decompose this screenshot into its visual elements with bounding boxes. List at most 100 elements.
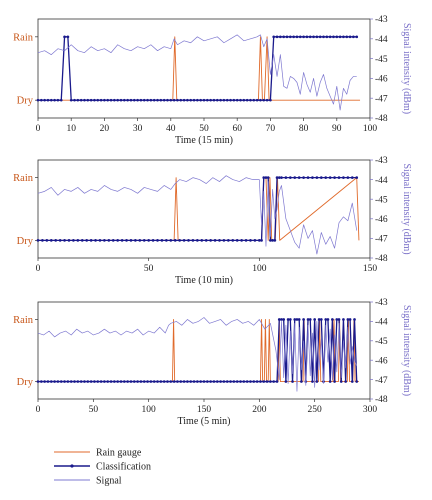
classification-point	[156, 98, 159, 102]
classification-point	[222, 380, 226, 383]
y-right-tick-label-3: -48	[375, 395, 388, 405]
x-tick-label-1: 30	[133, 124, 143, 134]
classification-point	[109, 98, 113, 102]
classification-point	[229, 98, 232, 102]
classification-point	[156, 239, 159, 242]
classification-point	[346, 176, 350, 179]
classification-point	[275, 380, 279, 383]
classification-point	[298, 35, 302, 39]
x-tick-label-1: 60	[232, 124, 242, 134]
x-tick-label-2: 150	[363, 264, 378, 274]
y-right-tick-label-2: -46	[375, 215, 388, 225]
classification-point	[176, 380, 179, 383]
classification-point	[245, 98, 249, 102]
x-tick-label-1: 90	[332, 124, 342, 134]
classification-point	[169, 239, 173, 242]
x-tick-label-3: 150	[197, 405, 212, 415]
y-right-tick-label-1: -47	[375, 94, 388, 104]
classification-point	[342, 318, 345, 321]
x-tick-label-1: 0	[36, 124, 41, 134]
classification-point	[295, 318, 299, 321]
classification-point	[96, 98, 100, 102]
classification-point	[45, 239, 49, 242]
classification-point	[69, 380, 73, 383]
classification-point	[172, 98, 176, 102]
y-right-tick-label-2: -44	[375, 176, 388, 186]
classification-point	[56, 380, 60, 383]
classification-point	[332, 35, 335, 39]
classification-point	[132, 98, 136, 102]
classification-point	[326, 318, 330, 321]
x-tick-label-3: 100	[142, 405, 157, 415]
classification-point	[79, 98, 83, 102]
classification-point	[142, 380, 146, 383]
classification-point	[266, 176, 270, 179]
classification-point	[262, 98, 266, 102]
classification-point	[66, 380, 70, 383]
classification-point	[219, 98, 222, 102]
classification-point	[43, 98, 46, 102]
classification-point	[113, 98, 116, 102]
classification-point	[36, 239, 40, 242]
classification-point	[39, 380, 43, 383]
classification-point	[355, 380, 359, 383]
classification-point	[205, 98, 209, 102]
classification-point	[315, 176, 319, 179]
y-right-tick-label-3: -45	[375, 337, 388, 347]
series-classification-line-2	[38, 176, 357, 242]
legend-label-signal: Signal	[96, 476, 122, 487]
classification-point	[282, 318, 286, 321]
classification-point	[353, 318, 356, 321]
classification-point	[319, 318, 323, 321]
x-tick-label-1: 20	[100, 124, 110, 134]
classification-point	[215, 98, 219, 102]
classification-point	[269, 380, 272, 383]
classification-point	[218, 239, 221, 242]
y-left-tick-label-3: Rain	[13, 315, 34, 326]
classification-point	[219, 380, 222, 383]
classification-point	[293, 176, 297, 179]
classification-point	[162, 98, 166, 102]
classification-point	[328, 35, 332, 39]
classification-point	[119, 98, 123, 102]
classification-point	[355, 176, 359, 179]
classification-point	[59, 380, 63, 383]
classification-point	[318, 35, 322, 39]
classification-point	[202, 380, 206, 383]
classification-point	[93, 98, 96, 102]
classification-point	[86, 98, 90, 102]
y-right-tick-label-1: -45	[375, 55, 388, 65]
classification-point	[119, 380, 123, 383]
x-tick-label-3: 250	[308, 405, 323, 415]
classification-point	[86, 380, 90, 383]
classification-point	[146, 380, 149, 383]
classification-point	[106, 380, 110, 383]
x-axis-label-2: Time (10 min)	[175, 275, 233, 286]
classification-point	[139, 98, 143, 102]
classification-point	[46, 98, 50, 102]
classification-point	[244, 239, 248, 242]
classification-point	[166, 380, 169, 383]
classification-point	[286, 318, 290, 321]
legend-marker-classification	[70, 464, 74, 468]
classification-point	[49, 98, 53, 102]
classification-point	[159, 380, 163, 383]
classification-point	[53, 380, 56, 383]
classification-point	[344, 380, 347, 383]
y-right-tick-label-2: -43	[375, 156, 388, 166]
classification-point	[249, 239, 252, 242]
classification-point	[350, 176, 354, 179]
x-tick-label-1: 100	[363, 124, 378, 134]
classification-point	[302, 318, 305, 321]
classification-point	[235, 380, 239, 383]
y-left-tick-label-2: Dry	[17, 236, 34, 247]
classification-point	[43, 380, 46, 383]
classification-point	[342, 35, 345, 39]
classification-point	[46, 380, 50, 383]
classification-point	[255, 380, 259, 383]
classification-point	[189, 380, 193, 383]
classification-point	[331, 318, 334, 321]
classification-point	[239, 98, 242, 102]
chart-panel-3: 0 50 100 150 200 250 300 Time (5 min) Dry Rain -43…	[13, 298, 412, 427]
classification-point	[69, 98, 73, 102]
